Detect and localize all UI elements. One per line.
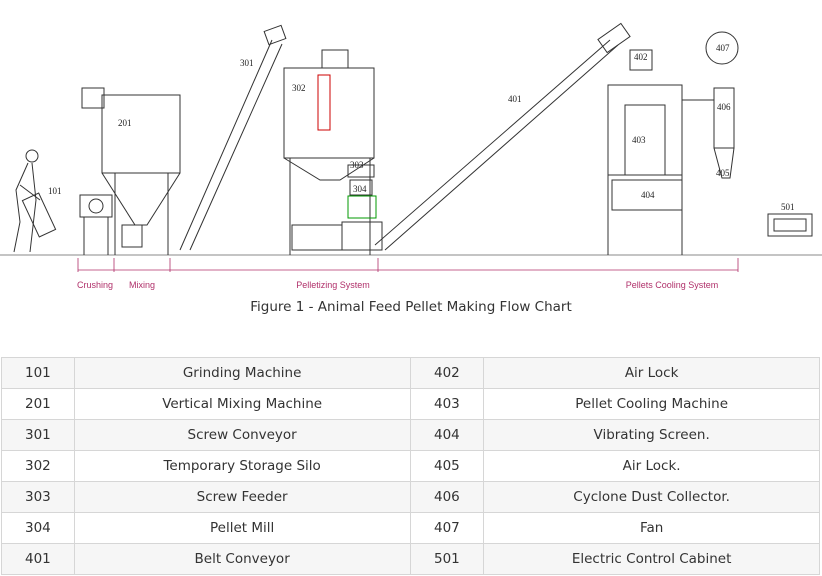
component-code: 407 [409,512,485,544]
component-code: 301 [1,419,75,451]
system-label-pelletizing: Pelletizing System [296,280,370,290]
label-404: 404 [641,190,655,200]
system-label-cooling: Pellets Cooling System [626,280,719,290]
component-code: 303 [1,481,75,513]
label-407: 407 [716,43,730,53]
component-name: Grinding Machine [73,357,411,389]
component-code: 403 [409,388,485,420]
component-name: Electric Control Cabinet [483,543,820,575]
component-name: Pellet Cooling Machine [483,388,820,420]
table-row: 201 Vertical Mixing Machine 403 Pellet Cool… [1,388,820,420]
table-row: 101 Grinding Machine 402 Air Lock [1,357,820,389]
component-table: 101 Grinding Machine 402 Air Lock 201 Vertica… [1,357,820,575]
component-code: 302 [1,450,75,482]
label-403: 403 [632,135,646,145]
table-row: 302 Temporary Storage Silo 405 Air Lock. [1,450,820,482]
component-name: Pellet Mill [73,512,411,544]
component-code: 404 [409,419,485,451]
component-name: Cyclone Dust Collector. [483,481,820,513]
electric-control-cabinet [767,213,813,237]
label-304: 304 [353,184,367,194]
label-405: 405 [716,168,730,178]
component-code: 405 [409,450,485,482]
label-402: 402 [634,52,648,62]
figure-caption: Figure 1 - Animal Feed Pellet Making Flo… [250,299,572,315]
label-302: 302 [292,83,306,93]
component-code: 304 [1,512,75,544]
cyclone-dust-collector [682,31,739,179]
label-101: 101 [48,186,62,196]
component-name: Vertical Mixing Machine [73,388,411,420]
component-code: 401 [1,543,75,575]
worker-figure [13,149,57,253]
component-name: Temporary Storage Silo [73,450,411,482]
pellet-flow-diagram: Crushing Mixing Pelletizing System Pelle… [0,22,822,290]
component-name: Screw Feeder [73,481,411,513]
label-501: 501 [781,202,795,212]
component-name: Air Lock. [483,450,820,482]
label-303: 303 [350,160,364,170]
label-406: 406 [717,102,731,112]
screw-conveyor [179,24,287,251]
component-code: 101 [1,357,75,389]
component-code: 402 [409,357,485,389]
grinding-machine [79,194,113,255]
temporary-storage-silo [283,49,375,255]
pellet-mill [291,164,383,251]
component-name: Vibrating Screen. [483,419,820,451]
label-301: 301 [240,58,254,68]
table-row: 401 Belt Conveyor 501 Electric Control Cabi… [1,543,820,575]
table-row: 301 Screw Conveyor 404 Vibrating Screen. [1,419,820,451]
component-code: 406 [409,481,485,513]
system-label-crushing: Crushing [77,280,113,290]
belt-conveyor [374,22,631,251]
table-row: 304 Pellet Mill 407 Fan [1,512,820,544]
system-label-mixing: Mixing [129,280,155,290]
component-name: Air Lock [483,357,820,389]
label-401: 401 [508,94,522,104]
vertical-mixing-machine [81,87,181,255]
component-name: Belt Conveyor [73,543,411,575]
component-name: Fan [483,512,820,544]
system-dimension-lines [77,258,739,272]
pellet-cooling-machine [607,49,683,255]
label-201: 201 [118,118,132,128]
table-row: 303 Screw Feeder 406 Cyclone Dust Collector… [1,481,820,513]
component-name: Screw Conveyor [73,419,411,451]
component-code: 501 [409,543,485,575]
component-code: 201 [1,388,75,420]
